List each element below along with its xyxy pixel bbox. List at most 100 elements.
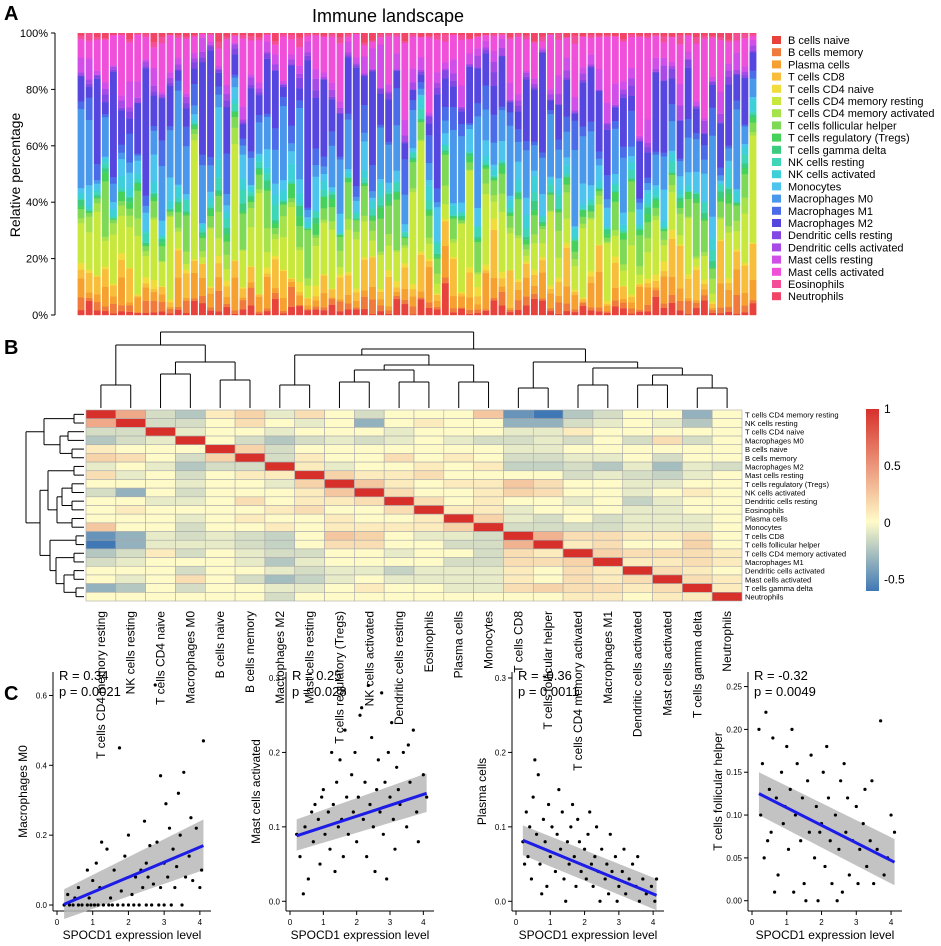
- bar-segment: [360, 141, 368, 171]
- bar-segment: [498, 33, 506, 35]
- bar-segment: [636, 198, 644, 203]
- bar-segment: [619, 302, 627, 309]
- bar-segment: [539, 298, 546, 301]
- data-point: [560, 810, 564, 814]
- heatmap-cell: [532, 505, 564, 515]
- heatmap-cell: [473, 496, 504, 506]
- bar-segment: [166, 215, 174, 218]
- bar-segment: [555, 212, 563, 231]
- heatmap-cell: [413, 487, 445, 498]
- bar-segment: [563, 77, 571, 81]
- bar-segment: [271, 204, 279, 221]
- heatmap-cell: [383, 592, 415, 602]
- data-point: [311, 840, 315, 844]
- bar-segment: [336, 301, 344, 312]
- heatmap-cell: [324, 427, 355, 437]
- heatmap-cell: [413, 427, 445, 437]
- bar-segment: [458, 218, 465, 221]
- bar-segment: [458, 211, 465, 213]
- bar-segment: [271, 70, 279, 129]
- heatmap-cell: [204, 409, 236, 419]
- bar-segment: [344, 182, 352, 220]
- bar-segment: [530, 40, 538, 43]
- bar-segment: [692, 101, 700, 106]
- bar-segment: [474, 36, 482, 49]
- heatmap-cell: [145, 522, 176, 532]
- y-axis-label: Relative percentage: [7, 113, 23, 238]
- heatmap-cell: [532, 479, 564, 489]
- legend-label: Dendritic cells resting: [788, 230, 893, 242]
- heatmap-cell: [175, 539, 206, 550]
- bar-segment: [709, 268, 716, 279]
- bar-segment: [93, 33, 101, 38]
- bar-segment: [401, 194, 409, 225]
- bar-segment: [522, 236, 530, 240]
- y-tick-label: 0.2: [495, 748, 507, 757]
- bar-segment: [142, 242, 150, 245]
- bar-segment: [700, 295, 708, 301]
- heatmap-cell: [383, 505, 415, 515]
- bar-segment: [571, 294, 579, 310]
- heatmap-cell: [413, 592, 445, 602]
- legend-swatch: [772, 243, 781, 252]
- bar-segment: [344, 33, 352, 35]
- bar-segment: [482, 168, 490, 184]
- heatmap-cell: [413, 522, 445, 532]
- heatmap-cell: [115, 531, 146, 541]
- bar-segment: [150, 85, 158, 92]
- bar-segment: [506, 195, 514, 201]
- x-tick-label: 2: [126, 918, 131, 927]
- legend-label: NK cells activated: [788, 169, 875, 181]
- heatmap-cell: [682, 461, 713, 472]
- bar-segment: [126, 197, 134, 203]
- data-point: [375, 788, 379, 792]
- bar-segment: [547, 293, 555, 309]
- bar-segment: [182, 193, 190, 200]
- bar-segment: [385, 141, 393, 145]
- bar-segment: [101, 310, 109, 316]
- heatmap-cell: [532, 427, 564, 437]
- bar-segment: [644, 189, 652, 194]
- bar-segment: [684, 33, 692, 35]
- heatmap-cell: [503, 418, 534, 428]
- bar-segment: [474, 304, 482, 310]
- bar-segment: [312, 300, 320, 307]
- data-point: [126, 903, 131, 907]
- bar-segment: [109, 65, 117, 67]
- bar-segment: [676, 244, 684, 247]
- bar-segment: [385, 189, 393, 193]
- bar-segment: [223, 269, 231, 281]
- bar-segment: [215, 255, 223, 264]
- bar-segment: [158, 245, 166, 262]
- bar-segment: [190, 133, 198, 141]
- data-point: [543, 840, 547, 844]
- heatmap-cell: [354, 496, 385, 506]
- bar-segment: [296, 37, 304, 48]
- bar-segment: [215, 72, 223, 87]
- heatmap-cell: [115, 505, 146, 515]
- bar-segment: [409, 152, 417, 158]
- bar-segment: [684, 198, 692, 217]
- bar-segment: [555, 94, 563, 105]
- heatmap-cell: [592, 557, 624, 567]
- bar-segment: [360, 45, 368, 57]
- bar-segment: [741, 33, 749, 34]
- bar-segment: [126, 202, 134, 209]
- x-tick-label: 2: [582, 918, 587, 927]
- bar-segment: [749, 33, 757, 37]
- bar-segment: [425, 237, 433, 244]
- bar-segment: [377, 205, 385, 208]
- bar-segment: [336, 236, 344, 251]
- bar-segment: [77, 192, 85, 199]
- legend-swatch: [772, 133, 781, 142]
- heatmap-cell: [234, 479, 266, 489]
- bar-segment: [579, 35, 587, 37]
- bar-segment: [717, 219, 725, 240]
- bar-segment: [709, 278, 716, 294]
- heatmap-cell: [294, 583, 325, 593]
- bar-segment: [660, 303, 668, 308]
- heatmap-cell: [204, 496, 236, 506]
- heatmap-cell: [443, 409, 474, 419]
- bar-segment: [725, 168, 733, 188]
- bar-segment: [409, 188, 417, 193]
